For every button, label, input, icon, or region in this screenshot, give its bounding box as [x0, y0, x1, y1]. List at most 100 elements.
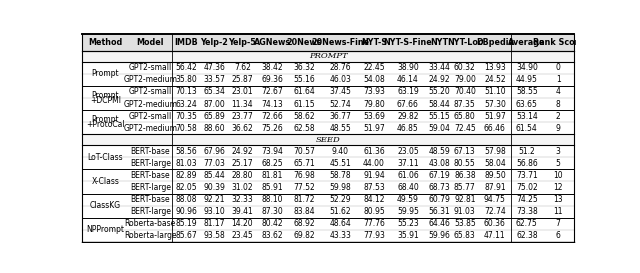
Text: 22.45: 22.45: [364, 63, 385, 72]
Text: 92.21: 92.21: [204, 195, 225, 204]
Text: 85.77: 85.77: [454, 183, 476, 192]
Bar: [83, 51, 573, 62]
Text: 64.46: 64.46: [428, 219, 450, 228]
Text: 70.40: 70.40: [454, 87, 476, 96]
Text: X-Class: X-Class: [92, 177, 120, 186]
Text: SEED: SEED: [316, 136, 340, 144]
Text: 87.53: 87.53: [363, 183, 385, 192]
Text: 53.14: 53.14: [516, 112, 538, 121]
Text: 4: 4: [556, 87, 561, 96]
Text: 73.38: 73.38: [516, 207, 538, 216]
Text: 51.97: 51.97: [363, 124, 385, 133]
Text: DBpedia: DBpedia: [476, 38, 514, 47]
Text: 20News: 20News: [287, 38, 322, 47]
Text: NYT-S: NYT-S: [361, 38, 387, 47]
Text: 2: 2: [556, 112, 561, 121]
Text: 69.82: 69.82: [294, 232, 315, 240]
Text: 70.13: 70.13: [175, 87, 197, 96]
Text: 68.92: 68.92: [294, 219, 315, 228]
Text: 74.13: 74.13: [262, 100, 284, 109]
Text: 91.94: 91.94: [363, 171, 385, 180]
Text: 90.39: 90.39: [204, 183, 225, 192]
Text: 82.05: 82.05: [175, 183, 197, 192]
Text: 48.55: 48.55: [329, 124, 351, 133]
Text: 93.58: 93.58: [204, 232, 225, 240]
Text: 83.62: 83.62: [262, 232, 283, 240]
Text: 28.80: 28.80: [232, 171, 253, 180]
Text: 55.23: 55.23: [397, 219, 419, 228]
Text: 39.41: 39.41: [232, 207, 253, 216]
Text: 88.10: 88.10: [262, 195, 283, 204]
Text: 69.36: 69.36: [261, 75, 284, 84]
Text: 48.64: 48.64: [329, 219, 351, 228]
Text: 8: 8: [556, 100, 561, 109]
Text: 77.93: 77.93: [363, 232, 385, 240]
Text: 32.33: 32.33: [232, 195, 253, 204]
Text: 61.36: 61.36: [363, 147, 385, 156]
Text: 56.31: 56.31: [428, 207, 450, 216]
Text: 67.19: 67.19: [428, 171, 450, 180]
Text: 73.94: 73.94: [261, 147, 284, 156]
Text: 1: 1: [556, 75, 561, 84]
Text: 7.62: 7.62: [234, 63, 251, 72]
Text: 13.93: 13.93: [484, 63, 506, 72]
Text: GPT2-small: GPT2-small: [129, 87, 172, 96]
Text: 72.66: 72.66: [262, 112, 284, 121]
Text: 57.30: 57.30: [484, 100, 506, 109]
Text: 81.72: 81.72: [294, 195, 315, 204]
Text: 87.35: 87.35: [454, 100, 476, 109]
Text: PROMPT: PROMPT: [308, 52, 348, 60]
Text: 31.02: 31.02: [232, 183, 253, 192]
Text: 13: 13: [554, 195, 563, 204]
Text: 88.08: 88.08: [175, 195, 197, 204]
Text: BERT-base: BERT-base: [131, 171, 170, 180]
Text: 34.90: 34.90: [516, 63, 538, 72]
Text: 44.95: 44.95: [516, 75, 538, 84]
Text: 81.17: 81.17: [204, 219, 225, 228]
Text: GPT2-small: GPT2-small: [129, 63, 172, 72]
Text: 37.11: 37.11: [397, 159, 419, 168]
Text: 36.77: 36.77: [329, 112, 351, 121]
Text: 87.30: 87.30: [262, 207, 284, 216]
Text: 36.32: 36.32: [294, 63, 316, 72]
Text: 6: 6: [556, 232, 561, 240]
Text: Roberta-large: Roberta-large: [124, 232, 177, 240]
Text: 80.42: 80.42: [262, 219, 283, 228]
Text: +DCPMI: +DCPMI: [90, 96, 121, 105]
Text: NYT-S-Fine: NYT-S-Fine: [383, 38, 432, 47]
Text: 37.45: 37.45: [329, 87, 351, 96]
Text: 61.54: 61.54: [516, 124, 538, 133]
Text: 24.92: 24.92: [232, 147, 253, 156]
Text: 52.74: 52.74: [329, 100, 351, 109]
Text: 92.81: 92.81: [454, 195, 476, 204]
Text: 85.44: 85.44: [204, 171, 225, 180]
Text: 59.96: 59.96: [428, 232, 450, 240]
Text: 38.90: 38.90: [397, 63, 419, 72]
Text: 94.75: 94.75: [484, 195, 506, 204]
Text: IMDB: IMDB: [174, 38, 198, 47]
Text: 58.62: 58.62: [294, 112, 315, 121]
Text: 76.98: 76.98: [294, 171, 316, 180]
Text: 51.62: 51.62: [330, 207, 351, 216]
Text: 67.96: 67.96: [204, 147, 225, 156]
Text: 87.91: 87.91: [484, 183, 506, 192]
Text: 23.01: 23.01: [232, 87, 253, 96]
Text: 48.59: 48.59: [428, 147, 450, 156]
Text: GPT2-small: GPT2-small: [129, 112, 172, 121]
Text: BERT-large: BERT-large: [130, 183, 171, 192]
Text: 35.91: 35.91: [397, 232, 419, 240]
Text: 58.55: 58.55: [516, 87, 538, 96]
Text: 89.50: 89.50: [484, 171, 506, 180]
Text: 55.20: 55.20: [428, 87, 450, 96]
Text: 90.96: 90.96: [175, 207, 197, 216]
Text: NYT: NYT: [430, 38, 448, 47]
Text: GPT2-medium: GPT2-medium: [124, 100, 177, 109]
Text: 28.76: 28.76: [330, 63, 351, 72]
Text: 65.89: 65.89: [204, 112, 225, 121]
Text: 74.25: 74.25: [516, 195, 538, 204]
Text: 56.42: 56.42: [175, 63, 197, 72]
Text: AGNews: AGNews: [254, 38, 291, 47]
Text: 84.12: 84.12: [364, 195, 385, 204]
Text: Rank Score: Rank Score: [532, 38, 584, 47]
Text: 61.06: 61.06: [397, 171, 419, 180]
